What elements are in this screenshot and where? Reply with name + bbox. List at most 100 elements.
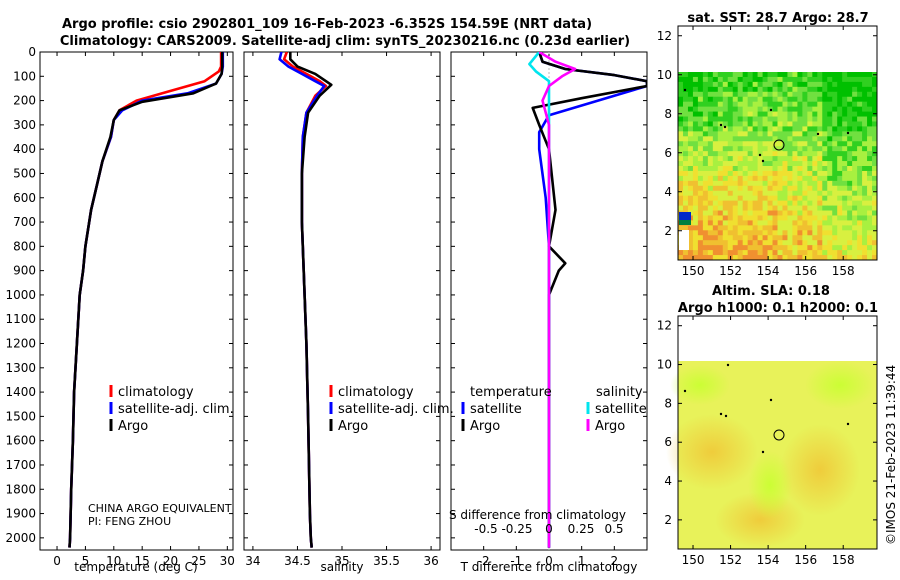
sst-cell [737,166,744,172]
sst-cell [682,190,689,197]
sst-cell [757,200,763,206]
sst-cell [702,230,709,236]
sst-cell [767,235,773,241]
sst-cell [822,96,828,103]
sst-cell [832,91,838,98]
sst-cell [732,72,739,78]
sst-cell [777,91,783,98]
sst-cell [762,161,768,167]
sst-cell [847,96,853,103]
sst-cell [707,146,714,152]
sst-cell [712,86,719,93]
x-tick-label: 35.5 [373,554,400,568]
sst-cell [678,185,684,192]
sst-cell [852,220,858,226]
sst-cell [792,72,798,78]
sst-cell [787,91,793,98]
x-tick-label: 0 [53,554,61,568]
sst-cell [847,250,853,256]
sst-cell [852,215,858,221]
sst-cell [767,86,773,93]
sst-cell [857,255,863,261]
s-diff-tick-label: 0 [545,522,553,536]
sst-cell [697,170,704,177]
sst-cell [837,255,843,261]
sst-cell [697,166,704,172]
sst-cell [827,230,833,236]
sst-cell [782,141,788,147]
sst-cell [832,76,838,83]
sst-cell [762,175,768,182]
sst-cell [747,235,754,241]
sst-cell [867,136,873,142]
sst-cell [837,235,843,241]
sst-cell [867,156,873,162]
sst-cell [692,170,699,177]
sst-cell [707,106,714,112]
sst-cell [837,136,843,142]
sst-cell [702,106,709,112]
sst-cell [847,146,853,152]
sst-cell [712,146,719,152]
sst-cell [742,121,749,127]
sst-cell [827,141,833,147]
sst-cell [792,111,798,117]
sst-cell [777,255,783,261]
sst-cell [817,126,823,132]
x-tick-label: 1 [578,554,586,568]
sst-cell [717,185,724,192]
sst-cell [782,156,788,162]
sst-cell [742,220,749,226]
sst-cell [687,190,694,197]
legend-label-t-satellite: satellite [470,402,522,417]
sst-cell [727,131,734,137]
sst-cell [727,180,734,187]
sst-cell [737,76,744,83]
sst-cell [782,245,788,251]
sst-cell [702,195,709,202]
sst-cell [777,76,783,83]
sst-cell [687,166,694,172]
sst-cell [822,161,828,167]
sst-cell [757,136,763,142]
sst-cell [847,161,853,167]
sst-cell [847,230,853,236]
sst-cell [862,131,868,137]
sst-cell [807,190,813,197]
sst-cell [817,245,823,251]
sst-cell [682,136,689,142]
sst-cell [737,195,744,202]
sst-cell [802,185,808,192]
sst-cell [862,220,868,226]
sst-cell [772,86,778,93]
sst-cell [737,96,744,103]
sst-cell [802,255,808,261]
sst-cell [872,225,878,231]
sst-cell [747,72,754,78]
sst-cell [777,81,783,88]
sst-cell [842,245,848,251]
sst-cell [727,245,734,251]
sst-cell [727,215,734,221]
sst-cell [802,126,808,132]
sst-cell [727,185,734,192]
sst-cell [797,106,803,112]
sst-cell [717,240,724,246]
sst-cell [812,161,818,167]
sst-cell [847,156,853,162]
sst-cell [827,180,833,187]
sst-cell [817,166,823,172]
sst-cell [817,180,823,187]
sst-cell [737,190,744,197]
sst-cell [852,200,858,206]
sst-cell [747,116,754,122]
series-line-satellite-adj-clim- [68,52,225,548]
sst-cell [747,225,754,231]
sst-cell [827,81,833,88]
sst-cell [797,96,803,103]
sst-cell [692,185,699,192]
sst-map-frame [677,25,878,261]
sst-cell [872,220,878,226]
sst-cell [837,131,843,137]
sst-cell [742,175,749,182]
